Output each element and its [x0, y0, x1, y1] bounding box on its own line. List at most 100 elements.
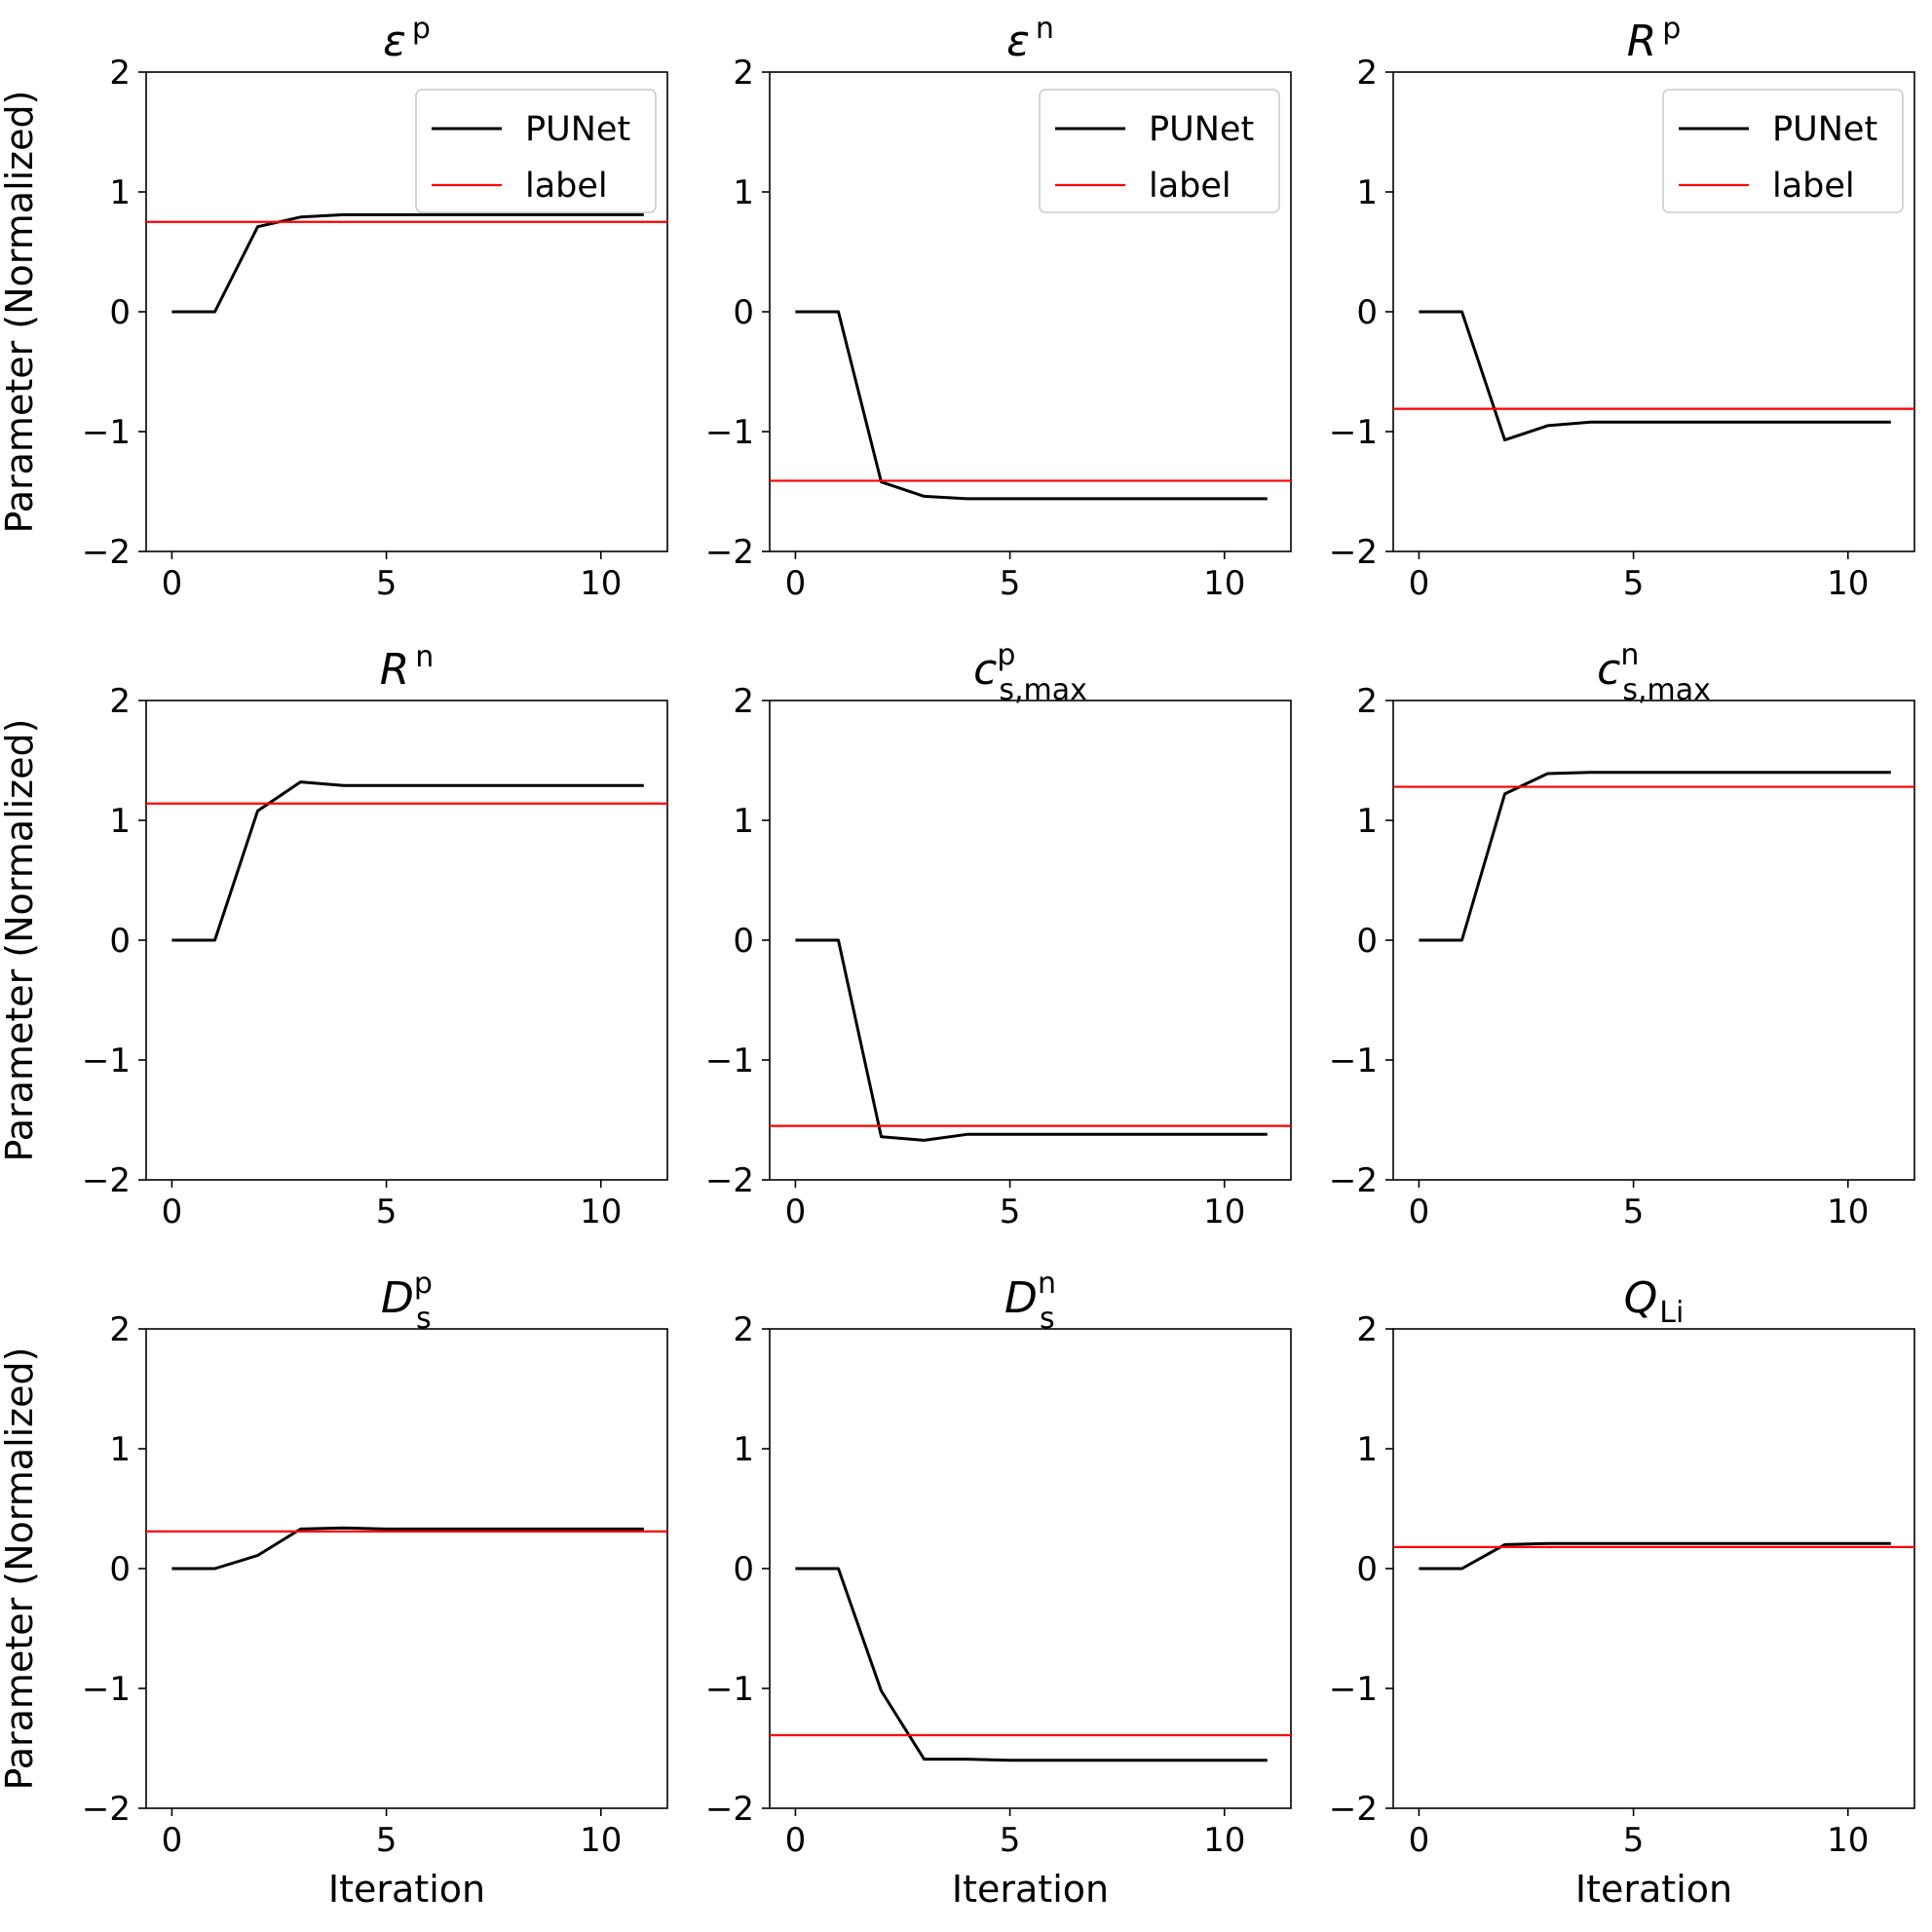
y-tick-label: 2	[1356, 54, 1378, 93]
y-tick-label: 0	[1356, 293, 1378, 332]
x-tick-label: 5	[1000, 1193, 1021, 1231]
y-tick-label: 2	[109, 1310, 131, 1349]
y-tick-label: −1	[82, 413, 131, 452]
y-tick-label: 1	[733, 1430, 754, 1469]
series-punet-line	[795, 1567, 1268, 1762]
x-tick-label: 5	[1623, 1821, 1645, 1860]
title-main: ε	[383, 17, 406, 66]
legend-box	[415, 89, 657, 213]
y-tick-label: 1	[733, 173, 754, 212]
y-tick-label: −2	[82, 1161, 131, 1200]
y-tick-label: 1	[733, 802, 754, 841]
y-tick-label: 0	[109, 922, 131, 961]
x-tick-label: 5	[376, 1821, 398, 1860]
y-tick-label: 2	[109, 54, 131, 93]
y-tick-label: 1	[109, 1430, 131, 1469]
legend: PUNet label	[1039, 89, 1280, 213]
x-tick-label: 10	[1827, 1193, 1869, 1231]
x-tick-label: 0	[162, 1193, 183, 1231]
title-main: R	[1627, 17, 1657, 66]
x-tick-label: 10	[580, 564, 622, 603]
legend-entry-punet: PUNet	[1772, 110, 1877, 149]
legend-entry-punet: PUNet	[1149, 110, 1254, 149]
x-axis-label: Iteration	[952, 1868, 1109, 1911]
x-tick-label: 5	[1623, 1193, 1645, 1231]
plot-frame	[145, 700, 668, 1181]
x-tick-label: 10	[1827, 564, 1869, 603]
series-punet-line	[171, 212, 644, 314]
title-sub: s,max	[999, 673, 1087, 707]
series-group	[1393, 771, 1914, 942]
y-tick-label: 0	[733, 1550, 754, 1589]
series-group	[146, 1526, 667, 1571]
title-sup: n	[1620, 638, 1639, 672]
y-tick-label: 2	[733, 1310, 754, 1349]
title-main: D	[1004, 1273, 1038, 1323]
chart-panel-9: −2 −1 0 1 2 0 5 10 QLi Iteration	[1329, 1273, 1915, 1911]
y-tick-label: 2	[733, 54, 754, 93]
title-main: c	[1597, 645, 1620, 695]
series-group	[770, 1567, 1291, 1762]
y-tick-label: 2	[109, 682, 131, 721]
y-tick-label: 1	[109, 802, 131, 841]
plot-frame	[769, 700, 1292, 1181]
title-sup: n	[1038, 1267, 1056, 1301]
chart-panel-6: −2 −1 0 1 2 0 5 10 cn s,max	[1329, 638, 1915, 1231]
title-sub: s,max	[1622, 673, 1711, 707]
x-tick-label: 0	[162, 564, 183, 603]
x-tick-label: 10	[1203, 1193, 1245, 1231]
legend-box	[1662, 89, 1904, 213]
x-tick-label: 5	[1000, 1821, 1021, 1860]
panel-title: Dp s	[381, 1267, 433, 1336]
panel-title: cp s,max	[973, 638, 1087, 707]
x-tick-label: 10	[1203, 564, 1245, 603]
title-sub: s	[1040, 1302, 1055, 1336]
title-main: c	[973, 645, 997, 695]
plot-frame	[1392, 1328, 1915, 1809]
y-tick-label: 1	[1356, 1430, 1378, 1469]
y-tick-label: −1	[1329, 1042, 1378, 1080]
y-tick-label: −2	[705, 1161, 754, 1200]
plot-frame	[1392, 700, 1915, 1181]
y-axis-label: Parameter (Normalized)	[0, 719, 41, 1162]
series-punet-line	[795, 310, 1268, 501]
chart-panel-4: −2 −1 0 1 2 0 5 10 R n Parameter (Normalized)	[0, 640, 668, 1231]
chart-panel-2: −2 −1 0 1 2 0 5 10 ε n PUNet label	[705, 12, 1292, 603]
x-tick-label: 10	[580, 1193, 622, 1231]
chart-panel-3: −2 −1 0 1 2 0 5 10 R p PUNet label	[1329, 12, 1915, 603]
y-tick-label: −1	[82, 1670, 131, 1709]
series-punet-line	[1419, 771, 1891, 942]
series-punet-line	[1419, 1541, 1891, 1571]
x-tick-label: 5	[1623, 564, 1645, 603]
chart-panel-5: −2 −1 0 1 2 0 5 10 cp s,max	[705, 638, 1292, 1231]
chart-panel-1: −2 −1 0 1 2 0 5 10 ε p Parameter (Normalized) PUNet…	[0, 12, 668, 603]
title-sup: p	[1662, 12, 1681, 46]
y-tick-label: 0	[1356, 922, 1378, 961]
title-sup: p	[414, 1267, 433, 1301]
x-tick-label: 5	[376, 1193, 398, 1231]
y-tick-label: −2	[1329, 1161, 1378, 1200]
x-axis-label: Iteration	[1575, 1868, 1732, 1911]
title-sub: Li	[1659, 1296, 1684, 1330]
plot-frame	[769, 1328, 1292, 1809]
x-tick-label: 0	[1409, 564, 1430, 603]
y-axis-label: Parameter (Normalized)	[0, 91, 41, 534]
title-main: D	[381, 1273, 414, 1323]
panel-title: Dn s	[1004, 1267, 1056, 1336]
x-tick-label: 10	[1827, 1821, 1869, 1860]
legend-entry-label: label	[525, 167, 608, 206]
series-group	[1393, 1541, 1914, 1571]
y-tick-label: 1	[109, 173, 131, 212]
legend-entry-label: label	[1149, 167, 1231, 206]
y-tick-label: −1	[705, 413, 754, 452]
series-group	[770, 310, 1291, 501]
legend: PUNet label	[415, 89, 657, 213]
title-sup: n	[415, 640, 434, 674]
y-axis-label: Parameter (Normalized)	[0, 1347, 41, 1791]
x-axis-label: Iteration	[328, 1868, 485, 1911]
y-tick-label: 0	[1356, 1550, 1378, 1589]
